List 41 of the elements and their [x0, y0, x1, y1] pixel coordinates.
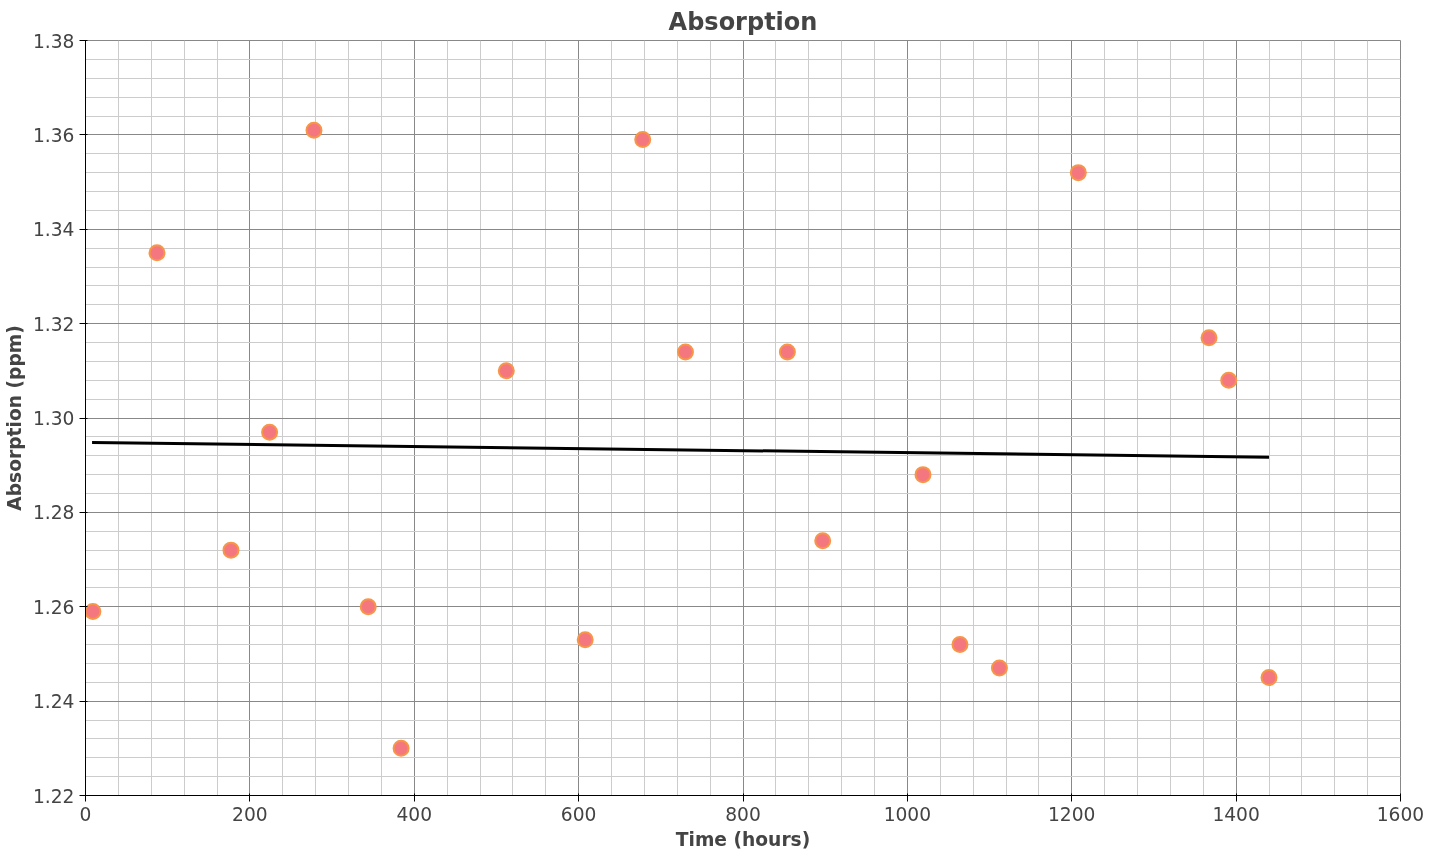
x-axis-title: Time (hours): [675, 828, 811, 850]
x-tick-label: 0: [79, 803, 92, 825]
x-tick-label: 1600: [1376, 803, 1425, 825]
x-tick-label: 800: [725, 803, 761, 825]
point: [148, 244, 166, 262]
point: [1220, 371, 1238, 389]
y-tick-label: 1.34: [32, 219, 75, 241]
point: [951, 636, 969, 653]
x-tick-label: 600: [560, 803, 597, 825]
y-tick-label: 1.36: [32, 124, 75, 146]
point: [261, 423, 279, 441]
point: [914, 466, 932, 484]
y-tick-label: 1.28: [32, 502, 75, 524]
point: [359, 598, 377, 616]
point: [814, 532, 832, 550]
y-tick-label: 1.26: [32, 596, 75, 618]
point: [634, 131, 652, 149]
point: [990, 659, 1008, 677]
x-tick-label: 400: [396, 803, 433, 825]
point: [222, 541, 240, 559]
chart-title: Absorption: [668, 7, 818, 36]
y-axis-title: Absorption (ppm): [3, 325, 25, 511]
x-tick-label: 1200: [1048, 803, 1096, 825]
x-tick-label: 1400: [1212, 803, 1260, 825]
point: [85, 602, 102, 620]
point: [1200, 329, 1218, 347]
point: [497, 362, 515, 380]
point: [676, 343, 694, 361]
point: [1260, 669, 1278, 687]
x-tick-label: 1000: [883, 803, 932, 825]
point: [392, 739, 410, 757]
y-tick-label: 1.38: [32, 30, 75, 52]
point: [778, 343, 796, 361]
point: [305, 121, 323, 139]
y-tick-label: 1.22: [32, 785, 75, 807]
x-tick-label: 200: [232, 803, 268, 825]
y-tick-label: 1.30: [32, 408, 75, 429]
point: [1069, 164, 1087, 182]
y-tick-label: 1.32: [32, 313, 75, 335]
y-tick-label: 1.24: [32, 691, 75, 713]
point: [576, 631, 594, 649]
